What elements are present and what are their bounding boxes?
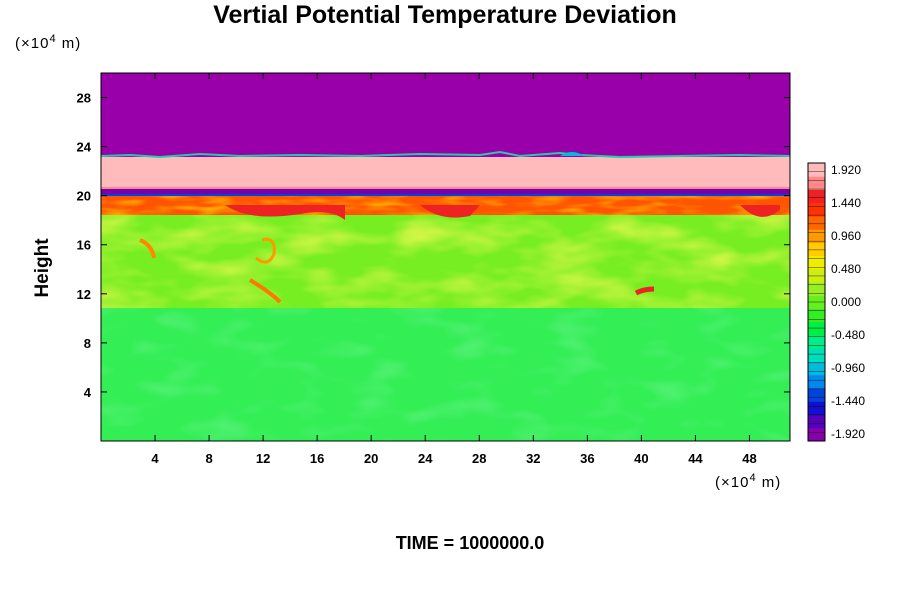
colorbar-tick-label: 0.480	[831, 262, 861, 276]
layer-boundary-blob	[560, 152, 584, 156]
colorbar-tick-label: -1.440	[831, 394, 865, 408]
layer-saturated-negative	[101, 73, 790, 157]
colorbar-swatch	[808, 427, 825, 442]
colorbar: 1.920 1.440 0.960 0.480 0.000 -0.480 -0.960 -1.…	[807, 162, 865, 442]
x-tick-label: 44	[688, 451, 703, 466]
layer-boundary-wave	[100, 150, 791, 159]
layer-near-zero-texture	[101, 305, 790, 441]
colorbar-swatch	[808, 388, 825, 402]
colorbar-frame	[807, 162, 826, 442]
x-unit-label: (×104 m)	[715, 472, 781, 491]
colorbar-swatch	[808, 348, 825, 363]
colorbar-swatch	[808, 374, 825, 389]
red-eddy-left	[225, 205, 345, 220]
colorbar-swatch	[808, 414, 825, 429]
y-tick-label: 20	[77, 189, 91, 204]
y-tick-label: 16	[77, 238, 91, 253]
x-tick-label: 20	[364, 451, 378, 466]
colorbar-swatch	[808, 176, 825, 190]
colorbar-swatch	[808, 229, 825, 243]
colorbar-swatch	[808, 163, 825, 177]
layer-negative-thin-edge	[101, 194, 790, 196]
eddy-4	[634, 286, 655, 296]
y-unit-label: (×104 m)	[15, 33, 81, 52]
colorbar-swatch	[808, 242, 825, 257]
y-tick-label: 12	[77, 287, 91, 302]
colorbar-swatch	[808, 202, 825, 217]
eddy-2	[255, 237, 276, 264]
colorbar-swatch	[808, 335, 825, 349]
y-tick-label: 28	[77, 91, 91, 106]
colorbar-tick-label: 1.440	[831, 196, 861, 210]
y-tick-label: 24	[77, 140, 92, 155]
colorbar-swatch	[808, 255, 825, 270]
layer-saturated-positive-edge	[101, 187, 790, 189]
colorbar-tick-label: -0.960	[831, 361, 865, 375]
colorbar-swatch	[808, 282, 825, 296]
colorbar-tick-label: 0.960	[831, 229, 861, 243]
colorbar-swatch	[808, 308, 825, 323]
layer-negative-thin	[101, 189, 790, 195]
colorbar-swatch	[808, 361, 825, 376]
colorbar-tick-label: -0.480	[831, 328, 865, 342]
y-axis-label: Height	[32, 238, 53, 298]
eddy-3	[248, 278, 282, 304]
colorbar-swatch	[808, 189, 825, 204]
layer-saturated-positive	[101, 157, 790, 189]
x-tick-label: 32	[526, 451, 540, 466]
colorbar-swatch	[808, 401, 825, 416]
colorbar-swatch	[808, 215, 825, 230]
x-tick-label: 48	[742, 451, 756, 466]
time-label: TIME = 1000000.0	[396, 533, 545, 553]
x-tick-label: 28	[472, 451, 486, 466]
layer-weak-positive-texture	[101, 212, 790, 308]
x-tick-label: 8	[205, 451, 212, 466]
red-eddy-right	[420, 205, 480, 218]
y-tick-label: 8	[84, 336, 91, 351]
eddy-1	[139, 238, 156, 259]
x-tick-label: 16	[310, 451, 324, 466]
x-tick-label: 12	[256, 451, 270, 466]
plot-area	[100, 73, 791, 441]
x-tick-label: 40	[634, 451, 648, 466]
x-tick-label: 24	[418, 451, 433, 466]
red-eddy-far-right	[740, 205, 780, 217]
colorbar-tick-label: 0.000	[831, 295, 861, 309]
y-tick-label: 4	[84, 385, 92, 400]
chart-title: Vertial Potential Temperature Deviation	[213, 1, 677, 29]
y-axis-ticks: 4 8 12 16 20 24 28	[77, 91, 790, 400]
colorbar-tick-label: -1.920	[831, 427, 865, 441]
plot-frame	[100, 72, 791, 442]
x-axis-ticks: 4 8 12 16 20 24 28 32 36 40 44 48	[151, 73, 757, 466]
colorbar-swatch	[808, 295, 825, 310]
x-tick-label: 4	[151, 451, 159, 466]
x-tick-label: 36	[580, 451, 594, 466]
colorbar-tick-label: 1.920	[831, 163, 861, 177]
colorbar-swatch	[808, 321, 825, 336]
